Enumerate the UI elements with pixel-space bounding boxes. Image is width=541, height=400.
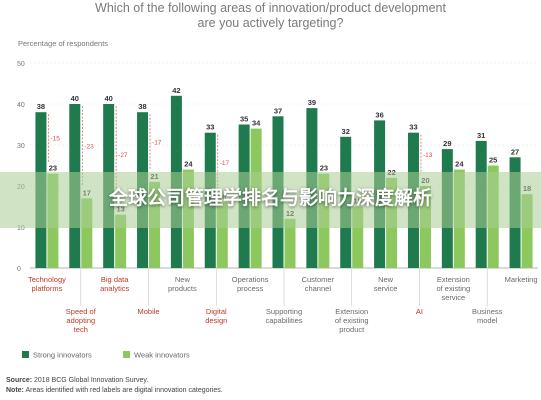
category-label: model <box>477 316 498 325</box>
value-label-strong: 40 <box>71 94 79 103</box>
legend-swatch <box>22 351 29 358</box>
category-label: Customer <box>302 275 335 284</box>
gap-label: -23 <box>84 144 94 151</box>
value-label-weak: 23 <box>49 164 57 173</box>
value-label-strong: 33 <box>409 123 417 132</box>
bar-weak <box>216 202 228 268</box>
category-label: platforms <box>32 284 63 293</box>
gap-label: -15 <box>50 135 60 142</box>
category-label: Speed of <box>66 307 97 316</box>
bar-weak <box>352 206 364 268</box>
category-label: analytics <box>100 284 129 293</box>
bar-weak <box>115 214 127 268</box>
value-label-weak: 25 <box>489 156 497 165</box>
value-label-strong: 42 <box>172 86 180 95</box>
source-text: 2018 BCG Global Innovation Survey. <box>34 377 149 384</box>
bar-weak <box>284 218 296 268</box>
category-label: service <box>374 284 398 293</box>
y-tick-label: 50 <box>17 61 25 68</box>
value-label-strong: 36 <box>375 110 383 119</box>
gap-label: -17 <box>152 140 162 147</box>
value-label-weak: 24 <box>455 160 464 169</box>
overlay-banner <box>0 172 541 228</box>
gap-label: -13 <box>423 152 433 159</box>
y-tick-label: 30 <box>17 143 25 150</box>
note-label: Note: <box>6 387 24 394</box>
category-label: Marketing <box>505 275 538 284</box>
value-label-strong: 27 <box>511 147 519 156</box>
value-label-strong: 33 <box>206 123 214 132</box>
value-label-strong: 32 <box>342 127 350 136</box>
chart-title-line-1: Which of the following areas of innovati… <box>95 1 446 15</box>
category-label: Business <box>472 307 503 316</box>
category-label: Digital <box>206 307 227 316</box>
category-label: capabilities <box>265 316 302 325</box>
category-label: AI <box>416 307 423 316</box>
footer-note: Note: Areas identified with red labels a… <box>6 386 223 395</box>
category-label: Extension <box>335 307 368 316</box>
value-label-strong: 35 <box>240 115 248 124</box>
source-label: Source: <box>6 377 33 384</box>
category-label: products <box>168 284 197 293</box>
value-label-strong: 29 <box>443 139 451 148</box>
value-label-strong: 31 <box>477 131 485 140</box>
y-tick-label: 10 <box>17 225 25 232</box>
category-label: product <box>339 325 365 334</box>
source-note: Source: 2018 BCG Global Innovation Surve… <box>6 376 148 385</box>
bar-weak <box>81 198 93 268</box>
y-axis-label: Percentage of respondents <box>18 39 108 48</box>
value-label-weak: 23 <box>320 164 328 173</box>
note-text: Areas identified with red labels are dig… <box>25 387 223 394</box>
category-label: New <box>175 275 191 284</box>
value-label-weak: 24 <box>184 160 193 169</box>
value-label-strong: 40 <box>104 94 112 103</box>
category-label: channel <box>305 284 332 293</box>
gap-label: -27 <box>118 152 128 159</box>
category-label: Mobile <box>137 307 159 316</box>
category-label: service <box>441 293 465 302</box>
bar-weak <box>521 194 533 268</box>
value-label-strong: 38 <box>138 102 146 111</box>
y-tick-label: 40 <box>17 102 25 109</box>
category-label: Operations <box>232 275 269 284</box>
value-label-strong: 37 <box>274 106 282 115</box>
legend-label: Strong innovators <box>33 351 92 360</box>
category-label: of existing <box>335 316 369 325</box>
category-label: adopting <box>66 316 95 325</box>
category-label: Extension <box>437 275 470 284</box>
category-label: Supporting <box>266 307 302 316</box>
category-label: process <box>237 284 264 293</box>
gap-label: -17 <box>220 160 230 167</box>
category-label: Technology <box>28 275 66 284</box>
value-label-weak: 34 <box>252 119 261 128</box>
category-label: New <box>378 275 394 284</box>
legend-label: Weak innovators <box>134 351 190 360</box>
chart-title-line-2: are you actively targeting? <box>197 16 344 30</box>
category-label: of existing <box>436 284 470 293</box>
y-tick-label: 0 <box>17 266 21 273</box>
legend-swatch <box>123 351 130 358</box>
category-label: Big data <box>101 275 129 284</box>
category-label: design <box>205 316 227 325</box>
value-label-strong: 39 <box>308 98 316 107</box>
value-label-strong: 38 <box>37 102 45 111</box>
banner-title: 全球公司管理学排名与影响力深度解析 <box>108 188 432 209</box>
category-label: tech <box>74 325 88 334</box>
